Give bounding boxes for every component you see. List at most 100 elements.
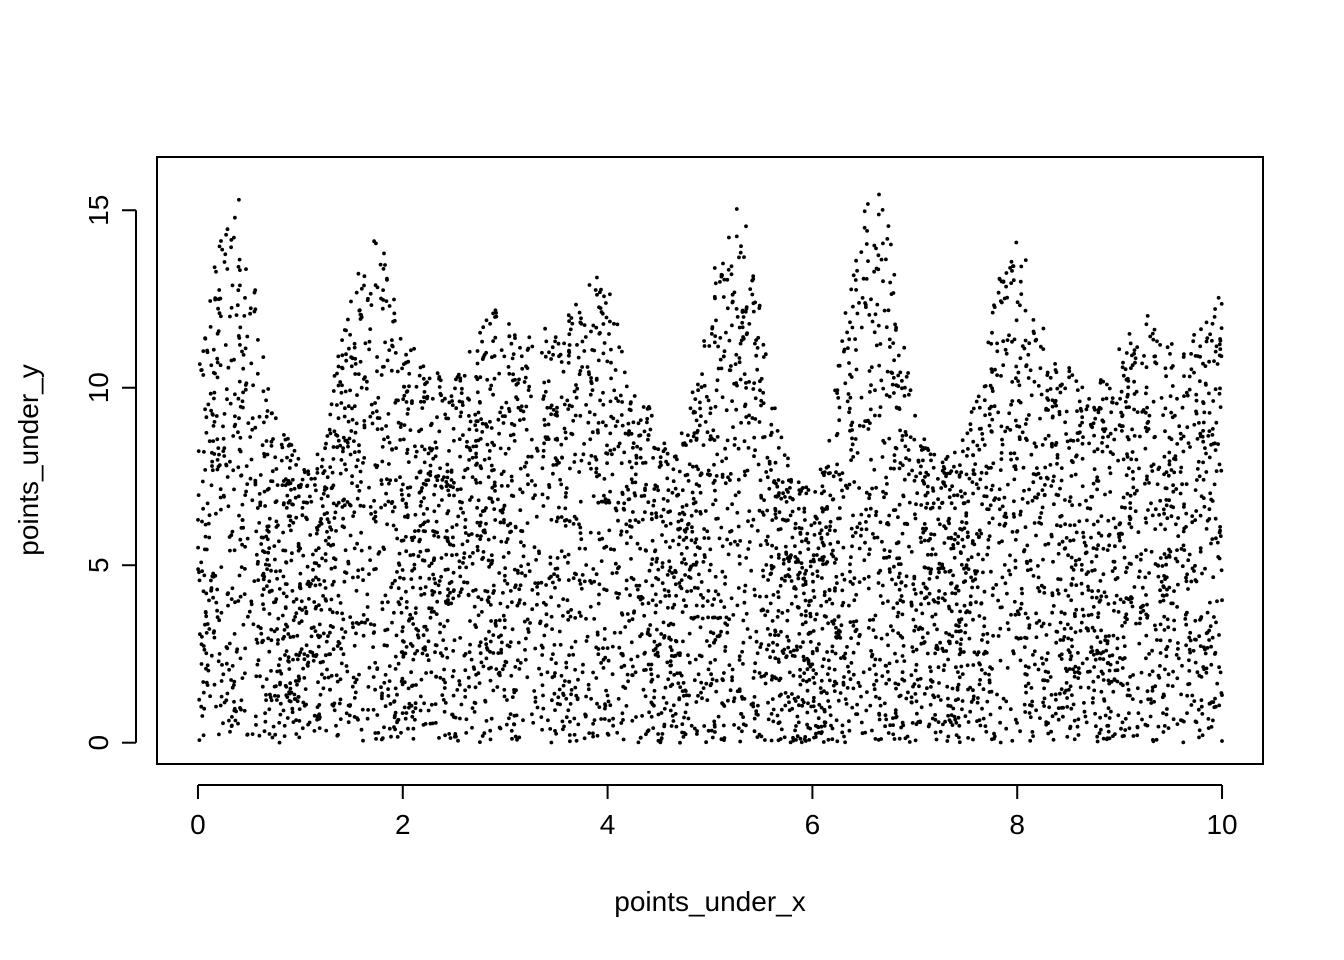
- data-point: [473, 412, 478, 417]
- data-point: [551, 471, 555, 476]
- data-point: [787, 559, 791, 564]
- data-point: [1080, 661, 1085, 666]
- data-point: [966, 567, 971, 571]
- data-point: [874, 343, 879, 348]
- data-point: [467, 650, 472, 655]
- data-point: [686, 716, 691, 721]
- data-point: [1017, 383, 1022, 388]
- data-point: [835, 462, 839, 467]
- data-point: [672, 673, 677, 677]
- data-point: [356, 372, 361, 376]
- data-point: [467, 458, 471, 462]
- data-point: [664, 539, 668, 544]
- data-point: [1074, 530, 1079, 535]
- data-point: [411, 683, 415, 688]
- data-point: [1006, 482, 1010, 487]
- data-point: [208, 325, 213, 329]
- data-point: [677, 581, 682, 585]
- data-point: [1106, 706, 1111, 711]
- data-point: [321, 471, 326, 476]
- data-point: [211, 424, 216, 428]
- data-point: [875, 302, 880, 307]
- data-point: [983, 671, 988, 676]
- data-point: [1028, 738, 1033, 743]
- data-point: [712, 724, 717, 729]
- data-point: [599, 661, 603, 665]
- data-point: [488, 419, 492, 424]
- data-point: [395, 735, 400, 739]
- data-point: [1051, 604, 1056, 608]
- data-point: [866, 202, 870, 206]
- data-point: [708, 406, 713, 411]
- data-point: [1098, 640, 1103, 645]
- data-point: [478, 651, 483, 656]
- data-point: [402, 705, 407, 710]
- data-point: [341, 617, 346, 622]
- data-point: [1129, 457, 1134, 462]
- data-point: [451, 426, 456, 431]
- data-point: [1060, 539, 1065, 544]
- data-point: [566, 610, 570, 615]
- data-point: [1084, 543, 1088, 548]
- data-point: [392, 700, 396, 704]
- data-point: [936, 596, 941, 600]
- data-point: [517, 667, 522, 671]
- data-point: [615, 322, 620, 327]
- data-point: [230, 283, 235, 288]
- data-point: [1133, 360, 1137, 365]
- data-point: [834, 625, 838, 630]
- data-point: [404, 400, 409, 404]
- data-point: [667, 559, 672, 564]
- data-point: [971, 688, 975, 693]
- data-point: [1119, 389, 1124, 394]
- data-point: [315, 452, 320, 457]
- data-point: [463, 668, 468, 673]
- data-point: [475, 533, 480, 538]
- data-point: [487, 595, 491, 600]
- data-point: [580, 339, 585, 344]
- data-point: [803, 620, 808, 625]
- data-point: [344, 467, 348, 472]
- data-point: [1125, 491, 1130, 496]
- data-point: [1076, 651, 1080, 655]
- data-point: [891, 628, 895, 633]
- data-point: [1213, 696, 1217, 701]
- data-point: [1065, 439, 1070, 444]
- data-point: [557, 577, 562, 582]
- data-point: [792, 648, 796, 653]
- data-point: [1165, 707, 1169, 711]
- data-point: [1174, 522, 1178, 527]
- data-point: [393, 727, 397, 732]
- data-point: [913, 592, 918, 596]
- data-point: [1035, 495, 1039, 500]
- data-point: [1095, 487, 1099, 492]
- data-point: [1144, 365, 1149, 370]
- data-point: [785, 463, 790, 468]
- data-point: [887, 513, 892, 518]
- data-point: [1156, 574, 1161, 579]
- data-point: [556, 516, 560, 520]
- data-point: [504, 540, 509, 544]
- data-point: [838, 691, 843, 695]
- data-point: [938, 522, 942, 527]
- data-point: [971, 453, 976, 458]
- data-point: [317, 622, 322, 627]
- data-point: [371, 675, 376, 679]
- data-point: [982, 398, 987, 403]
- data-point: [987, 534, 992, 538]
- data-point: [595, 632, 600, 637]
- data-point: [1099, 669, 1104, 674]
- data-point: [808, 614, 813, 619]
- data-point: [346, 703, 351, 708]
- data-point: [243, 387, 248, 392]
- data-point: [623, 431, 628, 436]
- data-point: [306, 664, 310, 668]
- data-point: [989, 487, 994, 492]
- data-point: [1045, 370, 1050, 375]
- data-point: [1018, 303, 1022, 308]
- data-point: [709, 672, 713, 677]
- data-point: [477, 681, 482, 685]
- data-point: [499, 650, 504, 655]
- data-point: [254, 637, 259, 642]
- data-point: [696, 388, 700, 393]
